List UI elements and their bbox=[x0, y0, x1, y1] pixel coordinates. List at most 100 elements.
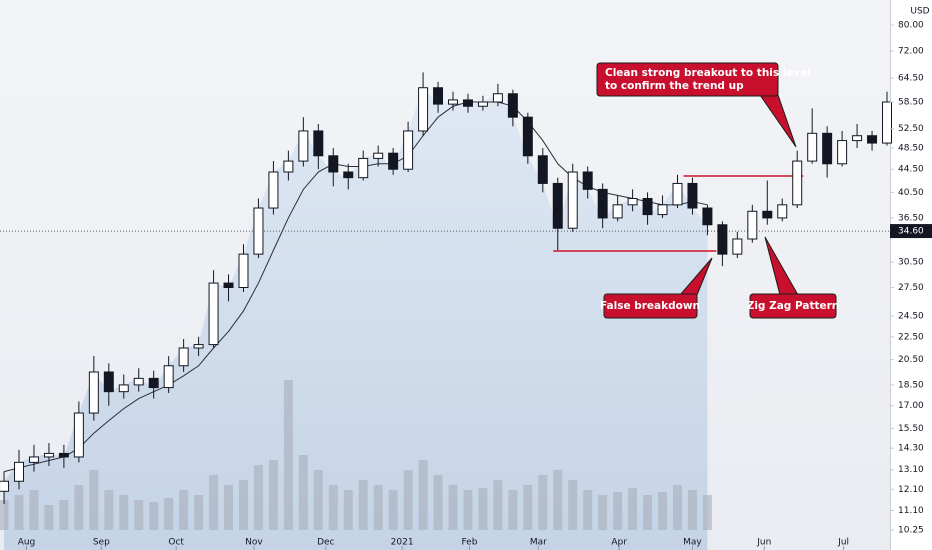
volume-bar bbox=[209, 475, 219, 530]
candle-body bbox=[612, 204, 623, 219]
volume-bar bbox=[253, 465, 263, 530]
candle-body bbox=[522, 116, 533, 157]
candle-body bbox=[0, 480, 10, 492]
x-tick-label: May bbox=[683, 538, 702, 548]
x-tick-label: Dec bbox=[317, 538, 334, 548]
candle-body bbox=[253, 207, 264, 255]
candle-body bbox=[462, 99, 473, 107]
candle-body bbox=[28, 456, 39, 463]
x-tick-label: Sep bbox=[93, 538, 110, 548]
y-tick-label: 11.10 bbox=[898, 506, 924, 516]
annotation-text: to confirm the trend up bbox=[605, 80, 744, 92]
candle-body bbox=[882, 101, 892, 144]
volume-bar bbox=[283, 380, 293, 530]
candle-body bbox=[268, 171, 279, 209]
volume-bar bbox=[508, 490, 518, 530]
volume-bar bbox=[313, 470, 323, 530]
candle-body bbox=[867, 135, 878, 144]
candle-body bbox=[567, 171, 578, 229]
annotation-box bbox=[596, 62, 779, 97]
y-tick-label: 27.50 bbox=[898, 283, 924, 293]
candle-body bbox=[118, 384, 129, 393]
volume-bar bbox=[224, 485, 234, 530]
candle-body bbox=[223, 282, 234, 289]
volume-bar bbox=[373, 485, 383, 530]
y-tick-label: 58.50 bbox=[898, 98, 924, 108]
volume-bar bbox=[538, 475, 548, 530]
candle-body bbox=[388, 152, 399, 170]
y-tick-label: 48.50 bbox=[898, 144, 924, 154]
volume-bar bbox=[104, 490, 114, 530]
x-tick-label: Nov bbox=[245, 538, 263, 548]
candle-body bbox=[822, 132, 833, 165]
candle-body bbox=[837, 140, 848, 165]
volume-bar bbox=[523, 485, 533, 530]
y-tick-label: 80.00 bbox=[898, 21, 924, 31]
candle-body bbox=[732, 238, 743, 255]
y-tick-label: 20.50 bbox=[898, 355, 924, 365]
candle-body bbox=[552, 182, 563, 229]
candle-body bbox=[762, 210, 773, 219]
volume-bar bbox=[702, 495, 712, 530]
candle-body bbox=[358, 157, 369, 179]
price-area bbox=[4, 87, 708, 550]
volume-bar bbox=[59, 500, 69, 530]
y-tick-label: 36.50 bbox=[898, 213, 924, 223]
x-tick-label: Jul bbox=[837, 538, 849, 548]
volume-bar bbox=[433, 475, 443, 530]
volume-bar bbox=[388, 490, 398, 530]
volume-bar bbox=[149, 502, 159, 530]
y-tick-label: 13.10 bbox=[898, 465, 924, 475]
volume-bar bbox=[583, 490, 593, 530]
candle-body bbox=[163, 365, 174, 389]
currency-label: USD bbox=[910, 7, 929, 17]
candle-body bbox=[672, 182, 683, 206]
y-tick-label: 15.50 bbox=[898, 424, 924, 434]
candle-body bbox=[642, 198, 653, 216]
candle-body bbox=[492, 93, 503, 103]
candle-body bbox=[627, 198, 638, 206]
candle-body bbox=[313, 130, 324, 157]
volume-bar bbox=[687, 490, 697, 530]
candle-body bbox=[657, 204, 668, 216]
volume-bar bbox=[179, 490, 189, 530]
candle-body bbox=[507, 93, 518, 118]
candle-body bbox=[477, 101, 488, 107]
annotation-box bbox=[749, 293, 837, 319]
y-tick-label: 18.50 bbox=[898, 380, 924, 390]
candle-body bbox=[777, 204, 788, 219]
volume-bar bbox=[448, 485, 458, 530]
annotation-text: Zig Zag Pattern bbox=[747, 300, 840, 312]
volume-bar bbox=[238, 480, 248, 530]
candle-body bbox=[792, 160, 803, 206]
volume-bar bbox=[598, 495, 608, 530]
last-price-tag bbox=[890, 224, 932, 239]
annotation-text: False breakdown bbox=[600, 300, 700, 312]
candle-body bbox=[433, 87, 444, 105]
volume-bar bbox=[658, 492, 668, 530]
y-tick-label: 10.25 bbox=[898, 526, 924, 536]
y-tick-label: 17.00 bbox=[898, 401, 924, 411]
y-tick-label: 64.50 bbox=[898, 74, 924, 84]
candle-body bbox=[298, 130, 309, 162]
volume-bar bbox=[268, 460, 278, 530]
volume-bar bbox=[14, 495, 24, 530]
candle-body bbox=[687, 182, 698, 209]
candle-body bbox=[537, 155, 548, 184]
volume-bar bbox=[403, 470, 413, 530]
volume-bar bbox=[478, 488, 488, 530]
candle-body bbox=[343, 171, 354, 179]
x-tick-label: Jun bbox=[756, 538, 771, 548]
volume-bar bbox=[0, 500, 9, 530]
x-tick-label: Feb bbox=[461, 538, 477, 548]
y-tick-label: 30.50 bbox=[898, 258, 924, 268]
candle-body bbox=[448, 99, 458, 105]
candle-body bbox=[14, 461, 24, 482]
volume-bar bbox=[463, 490, 473, 530]
volume-bar bbox=[74, 485, 84, 530]
candle-body bbox=[238, 253, 249, 289]
volume-bar bbox=[418, 460, 428, 530]
volume-bar bbox=[134, 500, 144, 530]
annotation-text: Clean strong breakout to this level bbox=[605, 67, 811, 79]
